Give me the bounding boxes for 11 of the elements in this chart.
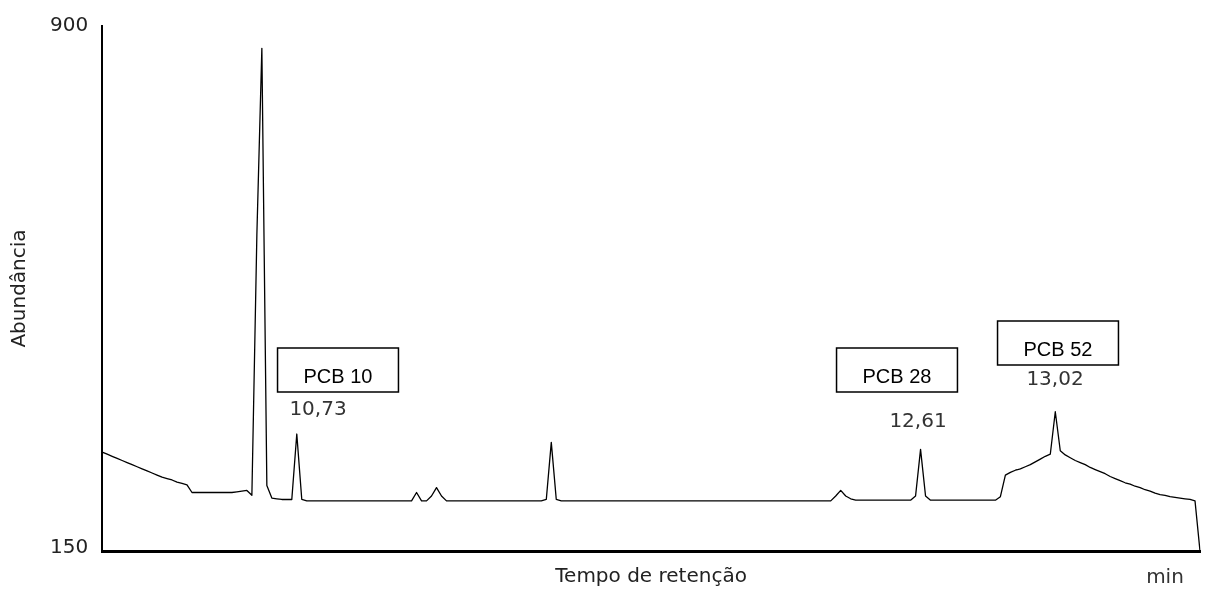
annotation: 10,73 [289, 396, 347, 421]
y-axis-title: Abundância [6, 229, 31, 348]
y-tick-label: 900 [49, 12, 89, 37]
text: min [1146, 564, 1184, 589]
y-tick-label: 150 [49, 534, 89, 559]
x-axis-title: Tempo de retenção [554, 563, 747, 588]
annotation: 12,61 [889, 408, 947, 433]
annotation: PCB 28 [862, 364, 932, 387]
annotation: PCB 52 [1023, 337, 1093, 360]
annotation: PCB 10 [303, 364, 373, 387]
annotation: 13,02 [1026, 366, 1084, 391]
